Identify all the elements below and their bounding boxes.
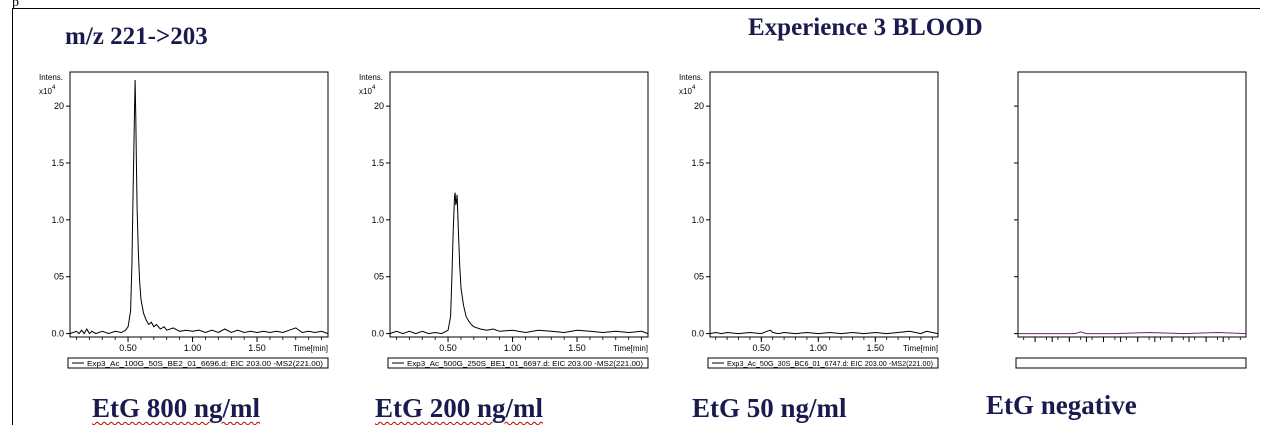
x-tick-label: 1.50 [867, 343, 885, 353]
y-tick-label: 0.0 [691, 329, 704, 339]
plot-frame [69, 71, 329, 338]
y-tick-label: 20 [374, 101, 384, 111]
y-tick-label: 1.0 [51, 215, 64, 225]
x-tick-label: 1.00 [810, 343, 828, 353]
legend-box [1015, 357, 1247, 369]
x-tick-label: 1.50 [568, 343, 586, 353]
chromatogram-panel-1: Intens. x10 4 0.0 05 1.0 1.5 20 0.50 1.00 1.50 Time… [39, 71, 329, 369]
chromatogram-panel-3: Intens. x10 4 0.0 05 1.0 1.5 20 0.50 1.00 1.50 Time… [679, 71, 939, 369]
y-scale-label: x10 [359, 87, 372, 96]
legend-box [387, 357, 649, 369]
y-scale-exponent: 4 [372, 85, 376, 91]
legend-text: Exp3_Ac_500G_250S_BE1_01_6697.d: EIC 203… [407, 359, 644, 368]
y-tick-label: 1.5 [51, 158, 64, 168]
plot-frame [389, 71, 649, 338]
x-tick-label: 1.00 [504, 343, 522, 353]
trace-line [1018, 331, 1247, 335]
caption-200: EtG 200 ng/ml [375, 393, 543, 424]
y-tick-label: 1.5 [371, 158, 384, 168]
y-tick-label: 05 [694, 272, 704, 282]
y-tick-label: 0.0 [51, 329, 64, 339]
caption-200-text: EtG 200 ng/ml [375, 393, 544, 423]
y-axis-label: Intens. [359, 73, 383, 82]
chromatogram-panel-4 [1014, 71, 1247, 369]
x-axis-label: Time[min] [613, 344, 648, 353]
trace-line [389, 192, 649, 335]
y-tick-label: 20 [694, 101, 704, 111]
legend-text: Exp3_Ac_50G_30S_BC6_01_6747.d: EIC 203.0… [727, 359, 933, 368]
caption-negative: EtG negative [986, 390, 1137, 421]
y-tick-label: 20 [54, 101, 64, 111]
caption-800-text: EtG 800 ng/ml [92, 393, 261, 423]
y-tick-label: 1.0 [691, 215, 704, 225]
x-tick-label: 0.50 [119, 343, 137, 353]
corner-mark: p [12, 0, 19, 10]
left-border-line [12, 8, 13, 425]
legend-box [67, 357, 329, 369]
y-scale-exponent: 4 [692, 85, 696, 91]
left-heading: m/z 221->203 [65, 23, 208, 50]
y-tick-label: 0.0 [371, 329, 384, 339]
x-axis-label: Time[min] [903, 344, 938, 353]
y-tick-label: 05 [374, 272, 384, 282]
chromatogram-panel-2: Intens. x10 4 0.0 05 1.0 1.5 20 0.50 1.00 1.50 Time… [359, 71, 649, 369]
top-border-line [12, 8, 1260, 9]
x-tick-label: 0.50 [753, 343, 771, 353]
y-tick-label: 1.0 [371, 215, 384, 225]
legend-text: Exp3_Ac_100G_50S_BE2_01_6696.d: EIC 203.… [87, 359, 324, 368]
plot-frame [709, 71, 939, 338]
y-scale-label: x10 [39, 87, 52, 96]
y-axis-label: Intens. [679, 73, 703, 82]
caption-50-text: EtG 50 ng/ml [692, 393, 847, 423]
caption-50: EtG 50 ng/ml [692, 393, 847, 424]
legend-box [707, 357, 939, 369]
caption-800: EtG 800 ng/ml [92, 393, 260, 424]
x-axis-label: Time[min] [293, 344, 328, 353]
x-tick-label: 1.00 [184, 343, 202, 353]
x-tick-label: 1.50 [248, 343, 266, 353]
trace-line [709, 329, 939, 335]
y-scale-exponent: 4 [52, 85, 56, 91]
y-scale-label: x10 [679, 87, 692, 96]
trace-line [69, 79, 329, 335]
y-tick-label: 05 [54, 272, 64, 282]
x-tick-label: 0.50 [439, 343, 457, 353]
y-axis-label: Intens. [39, 73, 63, 82]
y-tick-label: 1.5 [691, 158, 704, 168]
plot-frame [1017, 71, 1247, 338]
caption-negative-text: EtG negative [986, 390, 1137, 420]
right-heading: Experience 3 BLOOD [748, 14, 983, 41]
